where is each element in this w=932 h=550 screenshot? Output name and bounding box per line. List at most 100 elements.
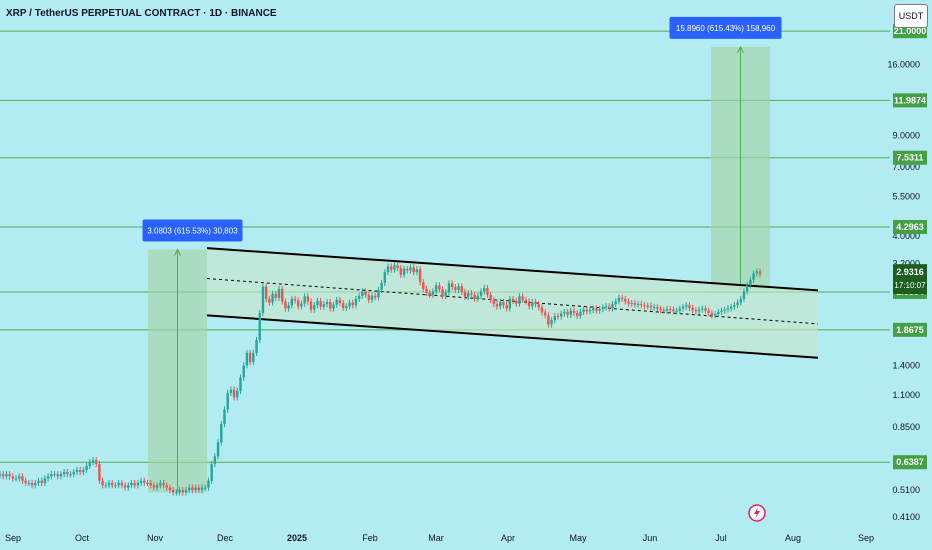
candle-body-70 <box>223 409 226 425</box>
current-price-bg <box>893 264 927 295</box>
x-tick-7: Apr <box>501 533 515 543</box>
candle-body-159 <box>508 298 512 309</box>
candle-body-25 <box>78 469 82 473</box>
x-tick-1: Oct <box>75 533 90 543</box>
candle-body-71 <box>226 392 229 410</box>
candle-body-169 <box>540 307 544 313</box>
candle-body-223 <box>713 314 717 316</box>
candle-body-229 <box>733 305 736 307</box>
candle-body-142 <box>454 287 457 290</box>
candle-body-205 <box>656 306 659 309</box>
candle-body-60 <box>191 487 194 491</box>
candle-body-101 <box>322 304 326 307</box>
candle-body-81 <box>258 313 261 340</box>
candle-body-224 <box>717 311 720 315</box>
candle-body-59 <box>187 487 191 491</box>
candle-body-133 <box>425 288 428 293</box>
candle-body-131 <box>418 269 422 283</box>
currency-button[interactable]: USDT <box>894 4 928 28</box>
candle-body-176 <box>563 311 566 314</box>
chart-title: XRP / TetherUS PERPETUAL CONTRACT · 1D ·… <box>6 8 277 19</box>
candle-body-49 <box>155 485 159 488</box>
candle-body-162 <box>518 296 521 304</box>
candle-body-193 <box>617 297 621 302</box>
candle-body-62 <box>197 487 201 491</box>
candle-body-152 <box>486 288 489 295</box>
candle-body-46 <box>146 482 149 484</box>
candle-body-9 <box>27 482 31 484</box>
candle-body-123 <box>393 265 396 270</box>
candle-body-21 <box>66 472 69 475</box>
candle-body-178 <box>569 310 573 315</box>
channel-upper-line <box>206 247 819 292</box>
candle-body-148 <box>473 294 476 299</box>
y-tick-2: 7.0000 <box>892 162 920 172</box>
x-tick-9: Jun <box>643 533 658 543</box>
candle-body-108 <box>345 306 348 308</box>
candle-body-112 <box>357 295 361 299</box>
x-tick-0: Sep <box>5 533 21 543</box>
candle-body-4 <box>11 476 15 479</box>
candle-body-103 <box>329 301 332 309</box>
candle-body-113 <box>361 291 364 296</box>
candle-body-111 <box>354 298 358 306</box>
candle-body-115 <box>367 294 370 300</box>
candle-body-54 <box>171 490 175 493</box>
candle-body-212 <box>678 308 682 311</box>
candle-body-109 <box>348 302 351 307</box>
candle-body-118 <box>377 289 380 298</box>
level-label-bg-6 <box>893 455 927 470</box>
candle-body-125 <box>399 268 403 275</box>
candle-body-55 <box>175 492 178 494</box>
candle-body-187 <box>598 309 601 311</box>
candle-body-190 <box>608 306 611 309</box>
measure-callout-text-1: 15.8960 (615.43%) 158,960 <box>676 24 776 33</box>
candle-body-175 <box>559 313 563 317</box>
candle-body-106 <box>338 299 342 304</box>
candle-body-188 <box>601 307 605 310</box>
candle-body-165 <box>527 301 531 307</box>
candle-body-174 <box>556 315 560 317</box>
candle-body-110 <box>351 302 354 306</box>
candle-body-140 <box>447 283 451 293</box>
candle-body-31 <box>98 463 101 481</box>
candle-body-97 <box>309 301 313 310</box>
candle-body-228 <box>729 306 733 309</box>
candle-body-74 <box>236 390 239 398</box>
candle-body-179 <box>572 310 576 314</box>
candle-body-233 <box>745 285 749 292</box>
candle-body-105 <box>335 299 338 305</box>
channel-lower-line <box>206 314 819 359</box>
measure-callout-text-0: 3.0803 (615.53%) 30,803 <box>147 227 238 236</box>
candle-body-225 <box>720 310 723 312</box>
candle-body-144 <box>460 286 463 292</box>
candle-body-99 <box>316 300 319 306</box>
candle-body-39 <box>123 485 127 488</box>
candle-body-119 <box>380 282 383 290</box>
candle-body-37 <box>117 482 120 486</box>
candle-body-95 <box>303 296 306 304</box>
candle-body-163 <box>521 296 524 300</box>
candle-body-0 <box>0 474 2 476</box>
candle-body-16 <box>50 474 53 477</box>
channel-mid-line <box>206 278 819 325</box>
candle-body-236 <box>755 271 758 274</box>
x-tick-5: Feb <box>362 533 378 543</box>
x-tick-4: 2025 <box>287 533 307 543</box>
y-tick-3: 5.5000 <box>892 192 920 202</box>
candle-body-43 <box>136 482 140 486</box>
candle-body-197 <box>630 303 633 305</box>
candle-body-35 <box>111 482 114 486</box>
x-tick-8: May <box>569 533 587 543</box>
candle-body-199 <box>636 304 640 306</box>
candle-body-215 <box>688 305 691 308</box>
candle-body-20 <box>62 472 66 475</box>
candle-body-147 <box>470 293 473 295</box>
candle-body-24 <box>75 469 79 473</box>
candle-body-121 <box>386 266 390 273</box>
candle-body-226 <box>723 309 726 311</box>
candle-body-166 <box>531 301 534 307</box>
candle-body-93 <box>297 300 300 307</box>
